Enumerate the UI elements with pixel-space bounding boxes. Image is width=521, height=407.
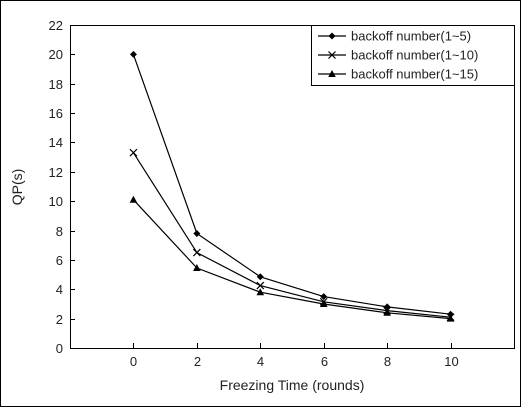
x-tick-label: 4 bbox=[257, 354, 264, 369]
series-line-1 bbox=[132, 54, 451, 315]
series-line-2 bbox=[132, 152, 451, 318]
data-point-series-3 bbox=[193, 263, 201, 271]
data-point-series-3 bbox=[129, 195, 138, 203]
x-axis: 0 2 4 6 8 10 bbox=[130, 343, 459, 369]
legend-marker-3 bbox=[328, 70, 336, 77]
x-tick-label: 10 bbox=[444, 354, 458, 369]
data-point-series-1 bbox=[193, 229, 201, 237]
y-tick-label: 18 bbox=[49, 77, 63, 92]
x-axis-title: Freezing Time (rounds) bbox=[220, 377, 365, 393]
x-tick-label: 6 bbox=[321, 354, 328, 369]
x-tick-label: 0 bbox=[130, 354, 137, 369]
y-axis-title: QP(s) bbox=[9, 169, 25, 206]
y-tick-label: 12 bbox=[49, 165, 63, 180]
series-layer bbox=[129, 50, 455, 322]
legend-marker-1 bbox=[328, 32, 336, 40]
legend-label-2: backoff number(1~10) bbox=[351, 48, 478, 63]
legend-marker-2 bbox=[328, 51, 336, 59]
y-axis: 0 2 4 6 8 10 12 14 16 18 20 22 bbox=[49, 18, 75, 356]
y-tick-label: 20 bbox=[49, 47, 63, 62]
legend: backoff number(1~5) backoff number(1~10) b… bbox=[311, 25, 515, 86]
x-tick-label: 2 bbox=[194, 354, 201, 369]
data-point-series-1 bbox=[320, 293, 328, 301]
legend-label-3: backoff number(1~15) bbox=[351, 67, 478, 82]
y-tick-label: 22 bbox=[49, 18, 63, 33]
data-point-series-2 bbox=[129, 148, 138, 157]
legend-label-1: backoff number(1~5) bbox=[351, 29, 471, 44]
data-point-series-3 bbox=[446, 314, 455, 322]
data-point-series-1 bbox=[129, 50, 137, 58]
y-tick-label: 14 bbox=[49, 135, 63, 150]
y-tick-label: 4 bbox=[56, 282, 63, 297]
data-point-series-3 bbox=[319, 299, 328, 307]
y-tick-label: 2 bbox=[56, 312, 63, 327]
data-point-series-2 bbox=[256, 281, 265, 290]
y-tick-label: 0 bbox=[56, 341, 63, 356]
y-tick-label: 8 bbox=[56, 224, 63, 239]
data-point-series-2 bbox=[192, 248, 201, 257]
plot-area-frame bbox=[70, 25, 515, 349]
data-point-series-3 bbox=[256, 288, 265, 296]
data-point-series-1 bbox=[256, 273, 264, 281]
y-tick-label: 16 bbox=[49, 106, 63, 121]
data-point-series-3 bbox=[383, 308, 391, 316]
y-tick-label: 10 bbox=[49, 194, 63, 209]
y-tick-label: 6 bbox=[56, 253, 63, 268]
x-tick-label: 8 bbox=[384, 354, 391, 369]
series-line-3 bbox=[132, 199, 451, 320]
